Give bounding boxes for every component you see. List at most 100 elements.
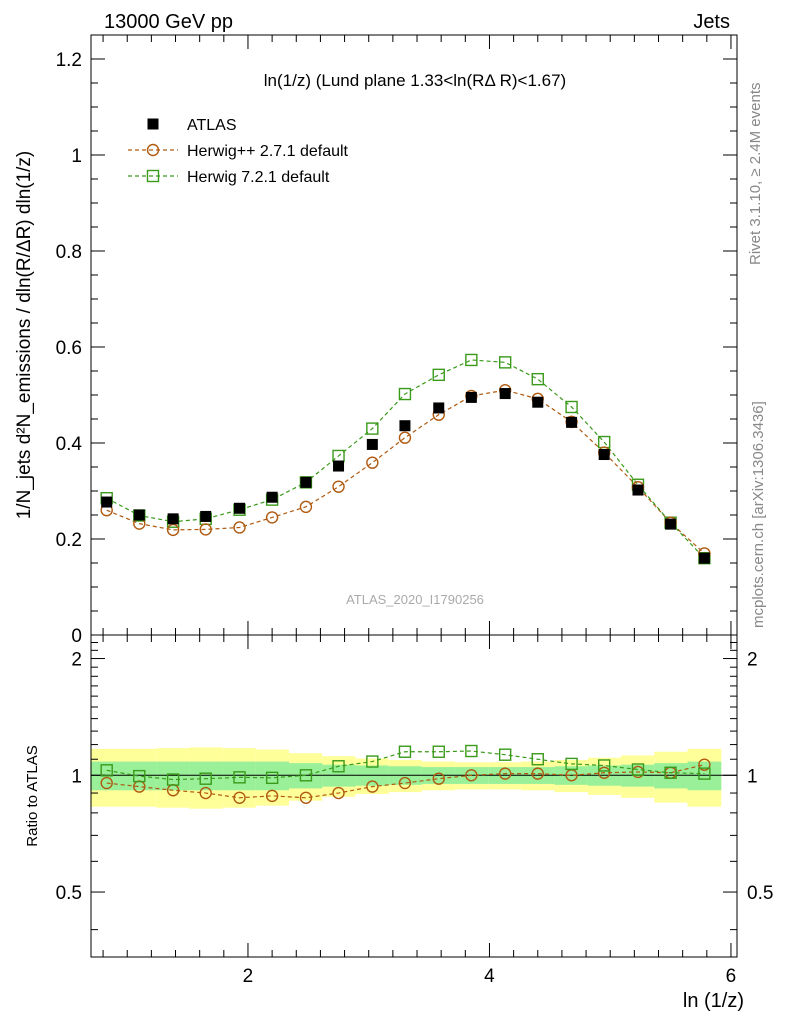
main-point-atlas xyxy=(333,460,345,472)
main-series-line xyxy=(106,359,705,559)
ratio-point-herwig7 xyxy=(332,760,345,773)
main-point-herwigpp xyxy=(233,521,246,534)
ratio-point-herwig7 xyxy=(265,771,279,785)
ratio-point-herwig7 xyxy=(565,757,578,771)
y-tick-label: 1 xyxy=(71,146,82,167)
legend-label: Herwig++ 2.7.1 default xyxy=(187,143,349,160)
x-tick-label: 4 xyxy=(484,966,495,987)
y-tick-label: 0.2 xyxy=(56,530,82,551)
ratio-panel: 2 4 6 0.5 0.5 1 1 2 2 Ratio to ATLAS xyxy=(24,634,773,987)
ratio-x-ticks: 2 4 6 xyxy=(102,635,737,987)
main-point-atlas xyxy=(399,420,411,432)
main-title: ln(1/z) (Lund plane 1.33<ln(RΔ R)<1.67) xyxy=(264,71,566,90)
ratio-band-inner xyxy=(687,761,722,791)
ratio-point-herwig7 xyxy=(233,771,246,784)
main-series xyxy=(100,353,711,565)
main-point-atlas xyxy=(433,402,445,414)
main-point-atlas xyxy=(598,449,610,461)
main-point-atlas xyxy=(566,416,578,428)
y-tick-label: 0.4 xyxy=(56,434,83,455)
ratio-band-inner xyxy=(255,761,290,791)
ratio-series-line xyxy=(106,750,705,781)
ratio-point-herwig7 xyxy=(398,745,412,758)
ratio-point-herwigpp xyxy=(199,786,212,800)
main-point-herwig7 xyxy=(398,387,412,401)
main-point-herwigpp xyxy=(332,480,345,493)
main-point-herwigpp xyxy=(265,511,279,524)
ratio-frame xyxy=(90,634,738,958)
ratio-y-tick-label-right: 1 xyxy=(747,766,758,787)
main-point-herwigpp xyxy=(398,431,412,444)
ratio-band-inner xyxy=(222,761,256,791)
legend-marker xyxy=(146,143,160,157)
ratio-point-herwig7 xyxy=(531,753,544,766)
x-axis-label: ln (1/z) xyxy=(683,990,744,1012)
ratio-point-herwig7 xyxy=(366,755,379,768)
ratio-band-inner xyxy=(156,761,190,791)
main-point-atlas xyxy=(234,502,246,514)
ratio-point-herwigpp xyxy=(597,766,611,779)
ratio-point-herwig7 xyxy=(166,773,180,786)
main-series-line xyxy=(106,389,705,554)
ratio-point-herwigpp xyxy=(265,789,279,803)
ratio-y-tick-label: 1 xyxy=(71,766,82,787)
legend: ATLAS Herwig++ 2.7.1 default Herwig 7.2.1 … xyxy=(128,117,349,186)
main-point-herwig7 xyxy=(366,422,379,435)
main-point-herwigpp xyxy=(166,523,180,537)
rivet-label: Rivet 3.1.10, ≥ 2.4M events xyxy=(747,83,764,266)
main-point-atlas xyxy=(300,476,312,488)
y-tick-label: 0.6 xyxy=(56,338,82,359)
ratio-point-herwig7 xyxy=(664,766,677,779)
main-point-atlas xyxy=(200,510,212,522)
main-point-atlas xyxy=(266,491,278,503)
ratio-point-herwigpp xyxy=(465,769,478,782)
main-point-atlas xyxy=(465,391,477,403)
ratio-y-tick-label-right: 0.5 xyxy=(747,883,773,904)
ratio-point-herwigpp xyxy=(398,776,412,790)
ratio-point-herwigpp xyxy=(432,772,445,785)
ratio-point-herwig7 xyxy=(133,769,146,783)
main-point-herwig7 xyxy=(498,356,512,369)
main-x-ticks xyxy=(102,35,732,635)
legend-label: Herwig 7.2.1 default xyxy=(187,169,330,186)
watermark-text: ATLAS_2020_I1790256 xyxy=(346,592,484,607)
y-tick-label: 0 xyxy=(71,626,82,647)
legend-marker xyxy=(147,118,159,130)
ratio-point-herwig7 xyxy=(432,745,445,758)
ratio-point-herwig7 xyxy=(631,763,645,776)
y-tick-label: 1.2 xyxy=(56,50,82,71)
y-tick-label: 0.8 xyxy=(56,242,82,263)
main-point-atlas xyxy=(101,496,113,508)
header-right-text: Jets xyxy=(693,11,730,33)
header-left-text: 13000 GeV pp xyxy=(104,11,233,33)
ratio-point-herwig7 xyxy=(199,772,212,785)
main-panel: 0 0.2 0.4 0.6 0.8 1 1.2 ln(1/z) (Lund plane 1.… xyxy=(14,34,738,647)
ratio-y-tick-label: 2 xyxy=(71,650,82,671)
main-point-herwigpp xyxy=(199,523,212,536)
main-point-atlas xyxy=(167,513,179,525)
main-point-herwig7 xyxy=(432,368,445,382)
main-point-herwig7 xyxy=(465,353,478,367)
ratio-y-axis-label: Ratio to ATLAS xyxy=(24,745,41,846)
main-point-atlas xyxy=(366,438,378,450)
ratio-point-herwigpp xyxy=(498,767,512,780)
ratio-point-herwig7 xyxy=(597,759,611,772)
x-tick-label: 6 xyxy=(726,966,737,987)
ratio-series xyxy=(100,744,711,804)
main-point-atlas xyxy=(499,388,511,400)
ratio-point-herwigpp xyxy=(233,791,246,804)
ratio-point-herwigpp xyxy=(332,786,345,800)
x-tick-label: 2 xyxy=(243,966,254,987)
ratio-point-herwig7 xyxy=(299,769,313,782)
ratio-y-ticks: 0.5 0.5 1 1 2 2 xyxy=(56,641,773,931)
main-point-herwig7 xyxy=(565,400,578,414)
legend-label: ATLAS xyxy=(187,117,237,134)
ratio-y-tick-label-right: 2 xyxy=(747,650,758,671)
main-point-herwig7 xyxy=(531,372,544,386)
main-y-axis-label: 1/N_jets d²N_emissions / dln(R/ΔR) dln(1… xyxy=(14,151,35,520)
ratio-point-herwig7 xyxy=(465,744,478,758)
mcplots-label: mcplots.cern.ch [arXiv:1306.3436] xyxy=(750,401,767,628)
ratio-point-herwig7 xyxy=(100,764,113,777)
legend-marker xyxy=(146,169,160,183)
